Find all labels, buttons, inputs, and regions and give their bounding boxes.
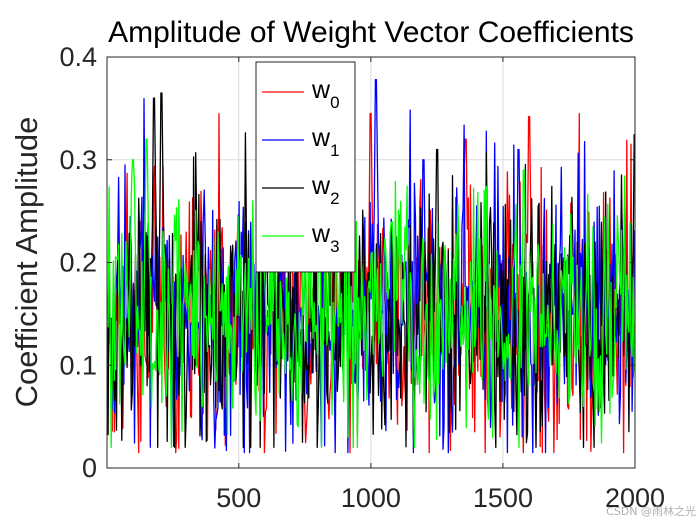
x-tick-label: 2000 bbox=[605, 483, 665, 513]
y-axis-label: Coefficient Amplitude bbox=[9, 117, 44, 408]
chart-title: Amplitude of Weight Vector Coefficients bbox=[108, 16, 634, 49]
axis-ticks: 500 1000 1500 2000 0 0.1 0.2 0.3 0.4 bbox=[59, 42, 665, 513]
y-tick-label: 0.3 bbox=[59, 145, 97, 175]
x-tick-label: 500 bbox=[216, 483, 261, 513]
y-tick-label: 0.2 bbox=[59, 248, 97, 278]
series-line-w3 bbox=[107, 138, 635, 449]
y-tick-label: 0.1 bbox=[59, 350, 97, 380]
watermark: CSDN @雨林之光 bbox=[606, 504, 696, 518]
x-tick-label: 1000 bbox=[341, 483, 401, 513]
data-series bbox=[107, 78, 635, 454]
y-tick-label: 0.4 bbox=[59, 42, 97, 72]
x-tick-label: 1500 bbox=[473, 483, 533, 513]
y-tick-label: 0 bbox=[82, 453, 97, 483]
legend-box bbox=[255, 61, 356, 273]
